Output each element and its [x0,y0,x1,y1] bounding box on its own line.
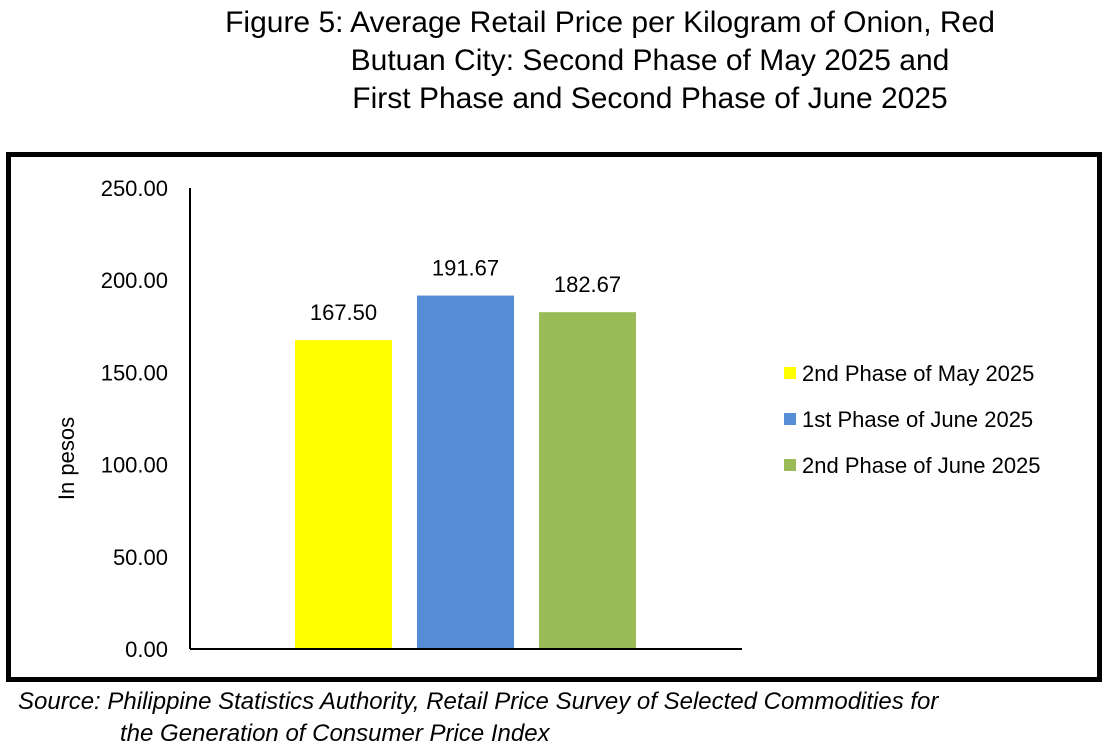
bar-series [295,295,636,649]
bar-chart: 0.00 50.00 100.00 150.00 200.00 250.00 In pes… [54,176,1041,662]
chart-title-line-2: Butuan City: Second Phase of May 2025 an… [350,44,950,77]
legend-swatch [784,367,796,379]
bar-value-label: 191.67 [432,256,499,281]
y-axis-label: In pesos [54,417,79,500]
y-tick-label: 50.00 [113,545,168,570]
y-tick-label: 200.00 [101,268,168,293]
chart-title: Figure 5: Average Retail Price per Kilog… [150,4,1080,118]
y-tick-label: 100.00 [101,453,168,478]
y-tick-label: 0.00 [125,637,168,662]
legend-label: 2nd Phase of May 2025 [802,361,1034,386]
bar [295,340,392,649]
legend: 2nd Phase of May 2025 1st Phase of June 2… [784,361,1041,478]
legend-swatch [784,459,796,471]
bar-value-label: 182.67 [554,272,621,297]
bar [539,312,636,649]
legend-label: 2nd Phase of June 2025 [802,453,1041,478]
source-note-line-2: the Generation of Consumer Price Index [120,720,550,747]
legend-swatch [784,413,796,425]
source-note-line-1: Source: Philippine Statistics Authority,… [18,688,939,715]
bar [417,295,514,649]
y-tick-label: 150.00 [101,360,168,385]
chart-title-line-3: First Phase and Second Phase of June 202… [352,82,948,115]
chart-frame: 0.00 50.00 100.00 150.00 200.00 250.00 In pes… [6,152,1102,682]
bar-data-labels: 167.50 191.67 182.67 [310,256,621,326]
bar-value-label: 167.50 [310,300,377,325]
source-note: Source: Philippine Statistics Authority,… [18,686,1103,750]
chart-title-line-1: Figure 5: Average Retail Price per Kilog… [225,6,995,39]
y-tick-label: 250.00 [101,176,168,201]
y-axis-tick-labels: 0.00 50.00 100.00 150.00 200.00 250.00 [101,176,168,662]
legend-label: 1st Phase of June 2025 [802,407,1033,432]
